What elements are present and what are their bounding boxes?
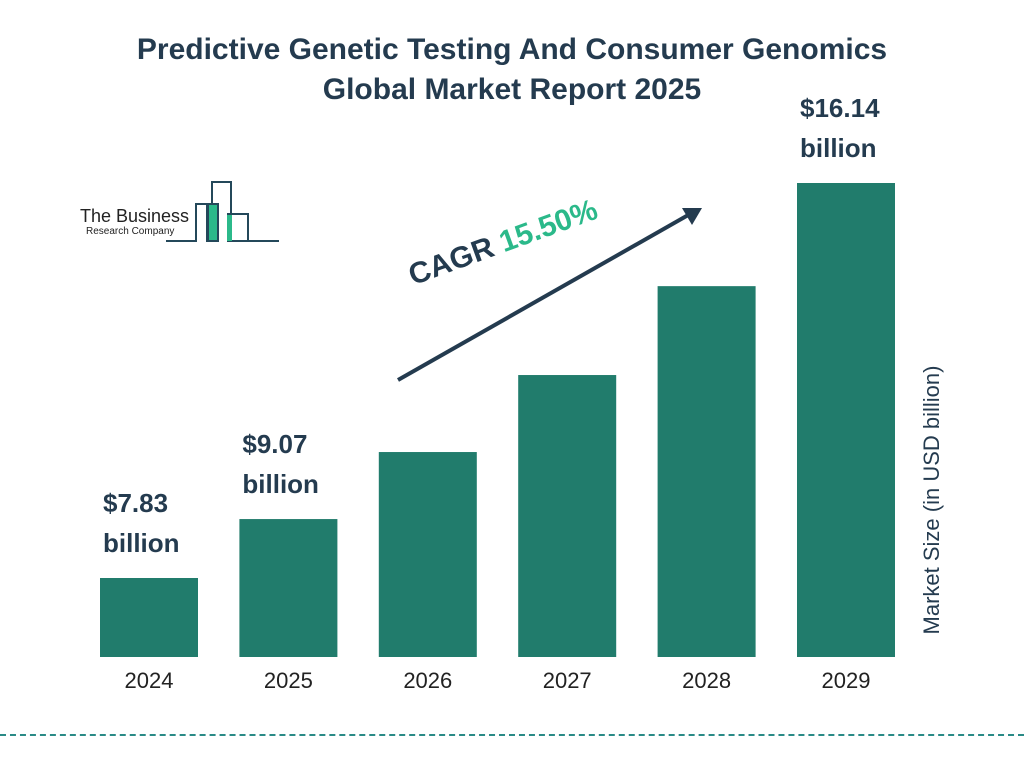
growth-arrow-head-icon [682,208,702,225]
bar-2029 [797,183,895,657]
data-label: $7.83 [103,488,168,518]
title-line-1: Predictive Genetic Testing And Consumer … [136,33,888,66]
data-label: $9.07 [242,429,307,459]
x-tick-label: 2026 [403,668,452,693]
y-axis-label: Market Size (in USD billion) [919,365,944,635]
bar-2024 [100,578,198,657]
logo-text-line2: Research Company [86,226,175,237]
x-tick-label: 2024 [125,668,174,693]
data-label: billion [800,133,877,163]
data-label: billion [242,469,319,499]
x-tick-label: 2028 [682,668,731,693]
x-tick-label: 2025 [264,668,313,693]
x-tick-label: 2027 [543,668,592,693]
growth-arrow [397,212,691,382]
dashed-divider [0,734,1024,736]
bar-2025 [239,519,338,657]
company-logo: The Business Research Company [70,175,290,250]
data-label: billion [103,528,180,558]
bar-2027 [518,375,617,657]
x-tick-label: 2029 [822,668,871,693]
logo-text-line1: The Business [80,206,190,226]
logo-buildings-icon [166,181,279,242]
bar-2028 [657,286,756,657]
data-label: $16.14 [800,93,880,123]
bar-2026 [378,452,477,657]
chart-title: Predictive Genetic Testing And Consumer … [0,30,1024,110]
title-line-2: Global Market Report 2025 [322,73,702,106]
